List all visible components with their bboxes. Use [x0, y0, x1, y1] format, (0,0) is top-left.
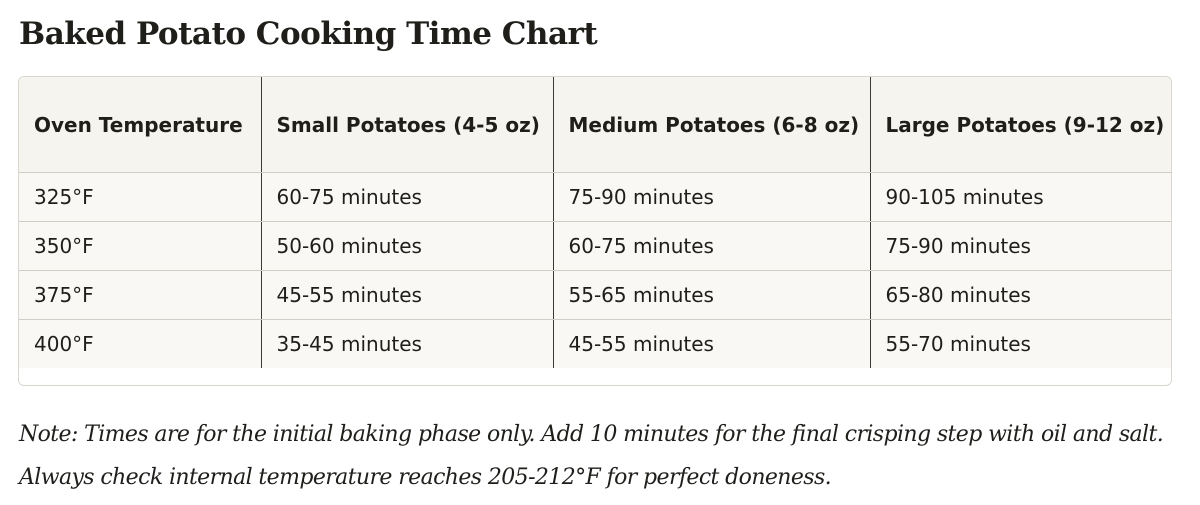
- table-row: 400°F 35-45 minutes 45-55 minutes 55-70 …: [19, 319, 1171, 368]
- cell-large-time: 55-70 minutes: [870, 319, 1171, 368]
- cooking-time-table-container: Oven Temperature Small Potatoes (4-5 oz)…: [18, 76, 1172, 386]
- column-header-oven-temperature: Oven Temperature: [19, 77, 262, 173]
- cell-small-time: 35-45 minutes: [261, 319, 554, 368]
- column-header-small-potatoes: Small Potatoes (4-5 oz): [261, 77, 554, 173]
- table-row: 375°F 45-55 minutes 55-65 minutes 65-80 …: [19, 270, 1171, 320]
- column-header-large-potatoes: Large Potatoes (9-12 oz): [870, 77, 1171, 173]
- column-header-medium-potatoes: Medium Potatoes (6-8 oz): [553, 77, 871, 173]
- table-row: 325°F 60-75 minutes 75-90 minutes 90-105…: [19, 172, 1171, 222]
- cell-medium-time: 45-55 minutes: [553, 319, 871, 368]
- cell-large-time: 75-90 minutes: [870, 221, 1171, 271]
- cell-small-time: 45-55 minutes: [261, 270, 554, 320]
- cell-temperature: 350°F: [19, 221, 262, 271]
- cell-medium-time: 55-65 minutes: [553, 270, 871, 320]
- cell-temperature: 325°F: [19, 172, 262, 222]
- cell-small-time: 50-60 minutes: [261, 221, 554, 271]
- page-title: Baked Potato Cooking Time Chart: [19, 16, 598, 52]
- note-text: Note: Times are for the initial baking p…: [19, 422, 1164, 490]
- cell-temperature: 400°F: [19, 319, 262, 368]
- cell-small-time: 60-75 minutes: [261, 172, 554, 222]
- cell-large-time: 90-105 minutes: [870, 172, 1171, 222]
- cell-medium-time: 60-75 minutes: [553, 221, 871, 271]
- table-header-row: Oven Temperature Small Potatoes (4-5 oz)…: [19, 77, 1171, 173]
- table-row: 350°F 50-60 minutes 60-75 minutes 75-90 …: [19, 221, 1171, 271]
- cell-large-time: 65-80 minutes: [870, 270, 1171, 320]
- cooking-time-table: Oven Temperature Small Potatoes (4-5 oz)…: [19, 77, 1171, 368]
- cell-medium-time: 75-90 minutes: [553, 172, 871, 222]
- cell-temperature: 375°F: [19, 270, 262, 320]
